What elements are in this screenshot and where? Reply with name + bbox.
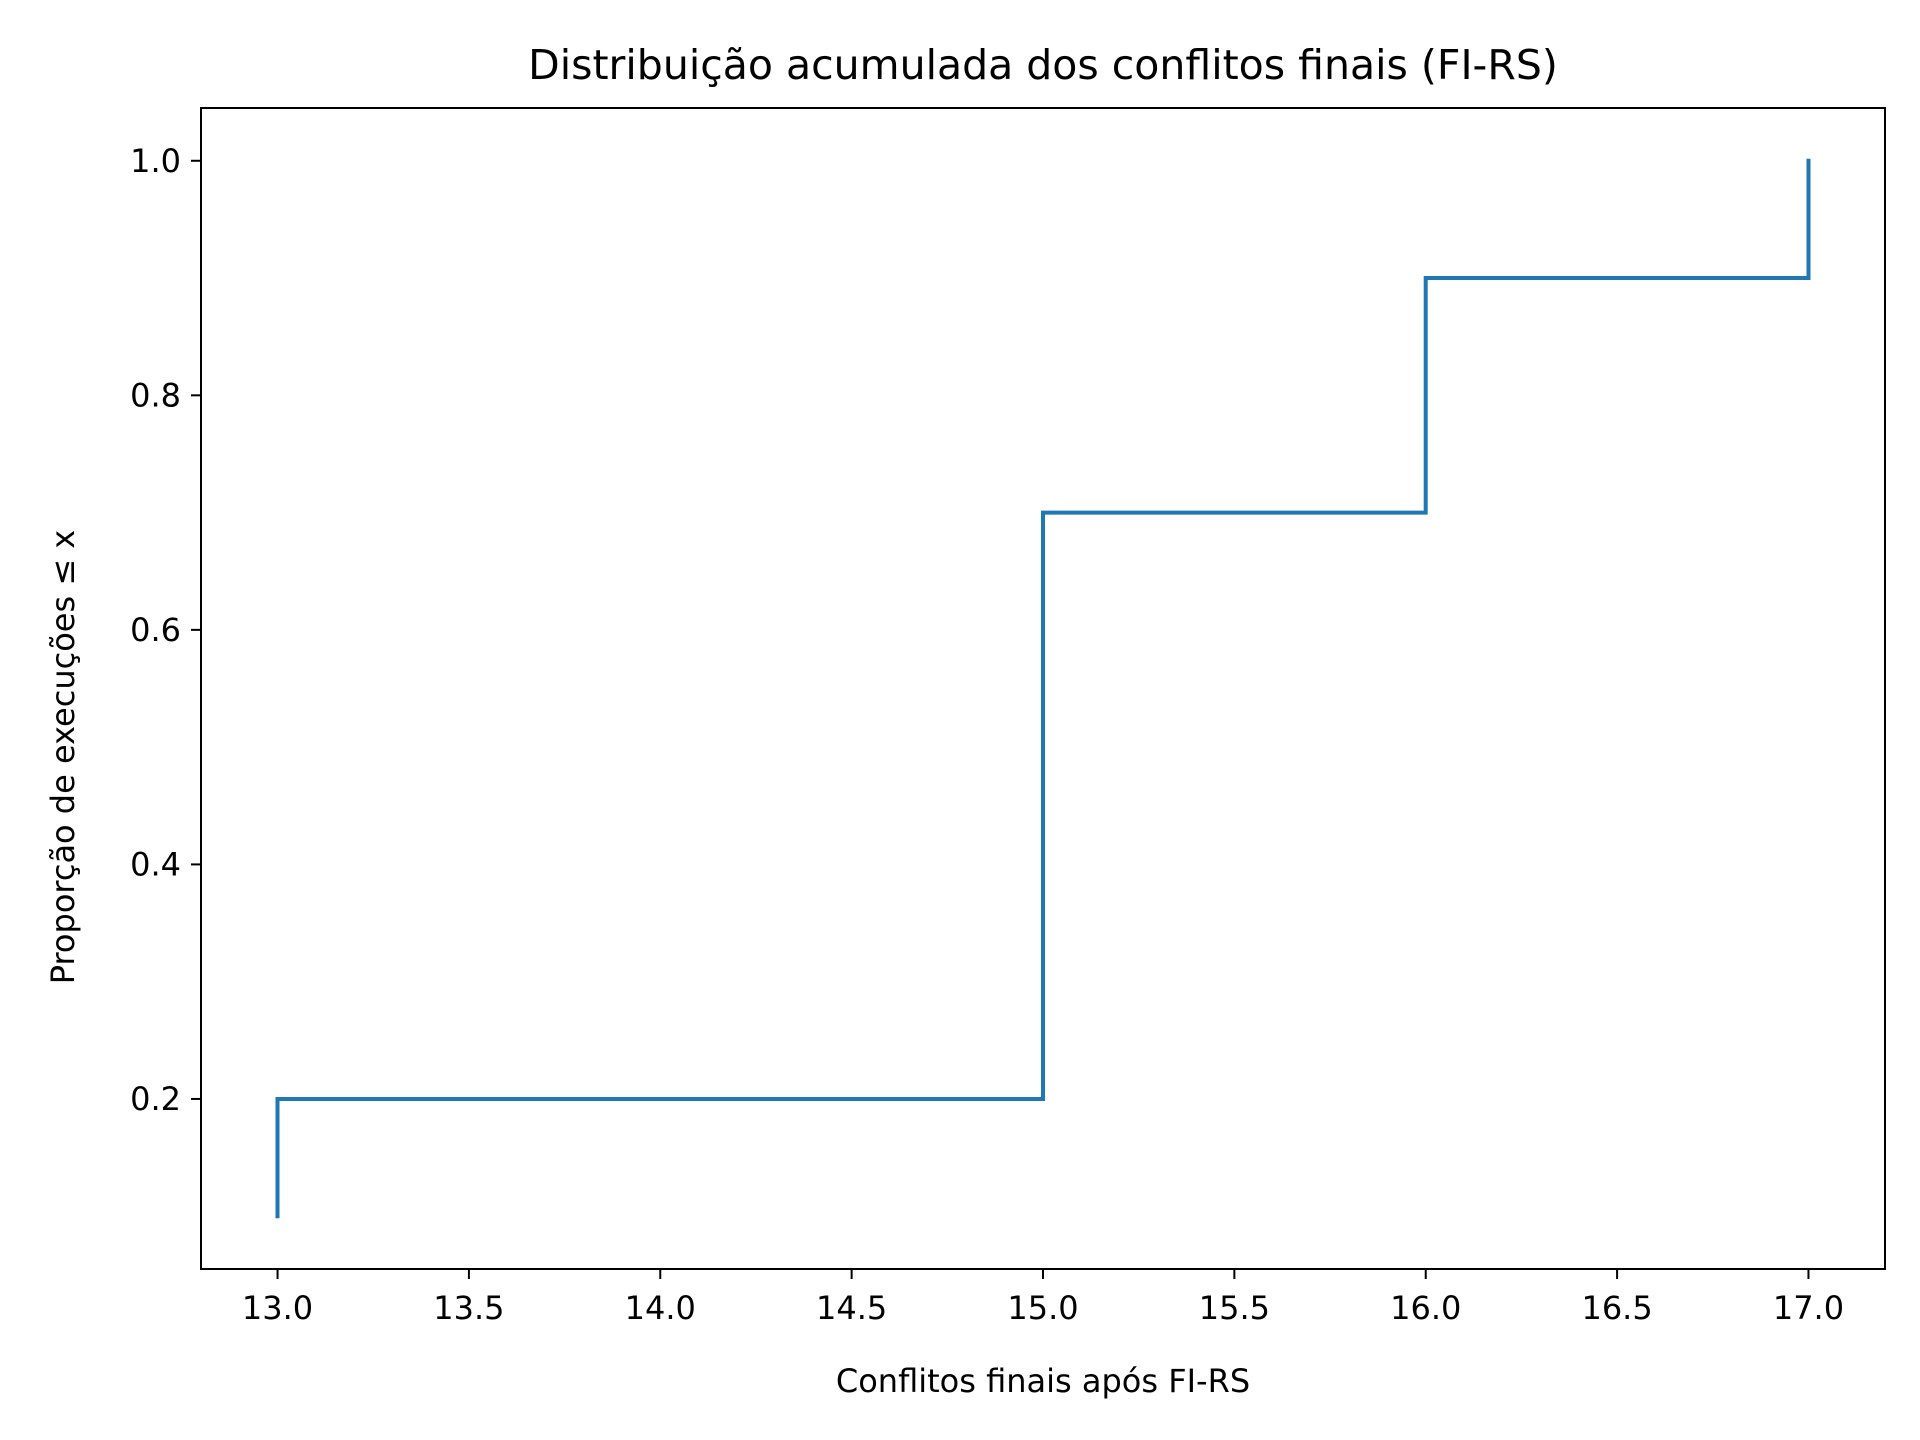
y-tick-label: 0.2 <box>130 1080 181 1118</box>
x-tick-label: 13.0 <box>242 1289 313 1327</box>
y-tick-label: 1.0 <box>130 142 181 180</box>
x-tick-label: 14.5 <box>816 1289 887 1327</box>
cdf-step-line-0 <box>275 158 1811 1219</box>
y-tick-label: 0.8 <box>130 376 181 414</box>
x-tick-label: 16.5 <box>1581 1289 1652 1327</box>
x-tick-label: 15.5 <box>1199 1289 1270 1327</box>
y-tick-label: 0.4 <box>130 845 181 883</box>
y-tick-label: 0.6 <box>130 611 181 649</box>
chart-title: Distribuição acumulada dos conflitos fin… <box>528 41 1558 89</box>
x-tick-label: 17.0 <box>1773 1289 1844 1327</box>
x-tick-label: 15.0 <box>1007 1289 1078 1327</box>
plot-area: 13.0 13.5 14.0 14.5 15.0 15.5 16.0 16.5 17.0 0.2 0… <box>130 107 1886 1327</box>
x-tick-label: 13.5 <box>433 1289 504 1327</box>
x-tick-label: 14.0 <box>625 1289 696 1327</box>
x-tick-label: 16.0 <box>1390 1289 1461 1327</box>
x-axis-label: Conflitos finais após FI-RS <box>836 1362 1250 1400</box>
y-axis-label: Proporção de execuções ≤ x <box>44 530 82 985</box>
